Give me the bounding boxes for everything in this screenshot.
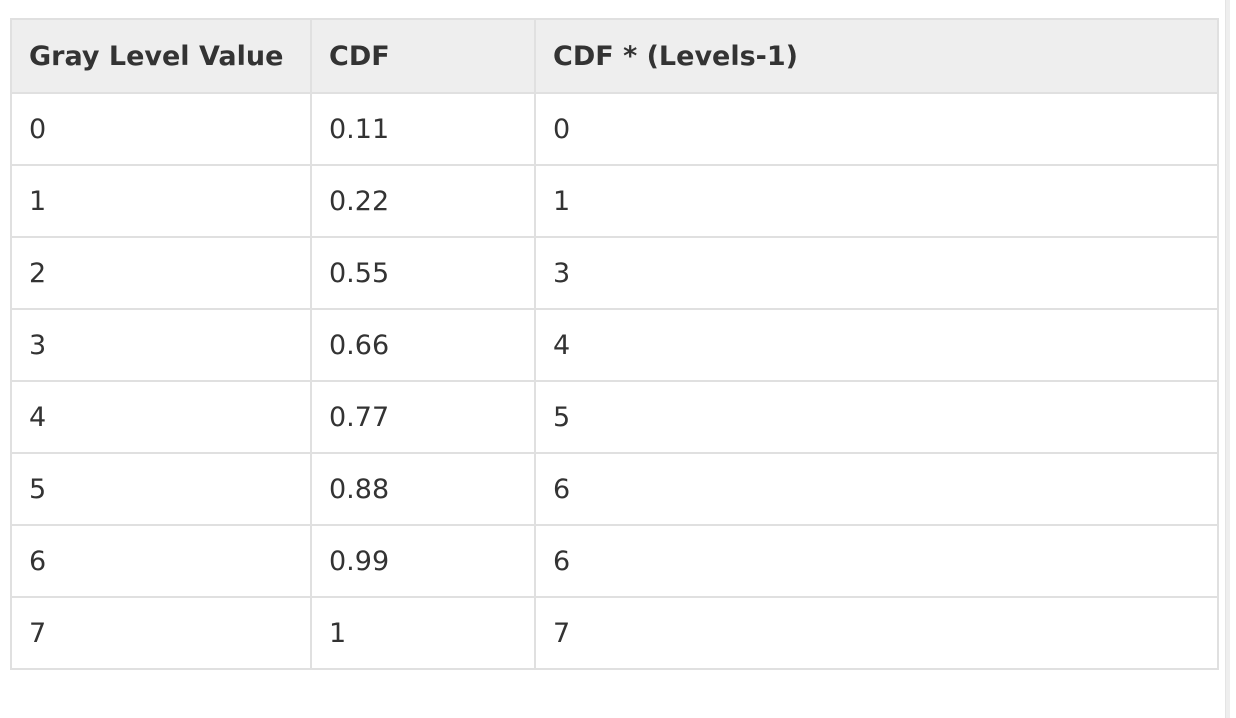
- cell-cdf-scaled: 5: [534, 380, 1219, 454]
- cell-gray-level: 0: [10, 92, 312, 166]
- column-header-cdf: CDF: [310, 18, 536, 94]
- column-header-cdf-scaled: CDF * (Levels-1): [534, 18, 1219, 94]
- cell-cdf: 0.11: [310, 92, 536, 166]
- cell-gray-level: 1: [10, 164, 312, 238]
- cell-cdf-scaled: 4: [534, 308, 1219, 382]
- table-row: 6 0.99 6: [10, 524, 1219, 598]
- cell-cdf-scaled: 6: [534, 452, 1219, 526]
- scrollbar-track: [1225, 0, 1230, 718]
- table-row: 7 1 7: [10, 596, 1219, 670]
- cell-gray-level: 4: [10, 380, 312, 454]
- table-row: 5 0.88 6: [10, 452, 1219, 526]
- table-row: 3 0.66 4: [10, 308, 1219, 382]
- cell-cdf: 0.77: [310, 380, 536, 454]
- cdf-table: Gray Level Value CDF CDF * (Levels-1) 0 …: [10, 18, 1219, 670]
- cell-cdf-scaled: 0: [534, 92, 1219, 166]
- column-header-gray-level: Gray Level Value: [10, 18, 312, 94]
- cell-cdf: 0.22: [310, 164, 536, 238]
- cell-gray-level: 7: [10, 596, 312, 670]
- cell-gray-level: 2: [10, 236, 312, 310]
- cell-gray-level: 6: [10, 524, 312, 598]
- table-header-row: Gray Level Value CDF CDF * (Levels-1): [10, 18, 1219, 94]
- cell-cdf: 1: [310, 596, 536, 670]
- cell-cdf: 0.88: [310, 452, 536, 526]
- cell-cdf-scaled: 6: [534, 524, 1219, 598]
- table-row: 0 0.11 0: [10, 92, 1219, 166]
- cell-gray-level: 3: [10, 308, 312, 382]
- table-row: 4 0.77 5: [10, 380, 1219, 454]
- cell-gray-level: 5: [10, 452, 312, 526]
- table-row: 2 0.55 3: [10, 236, 1219, 310]
- cell-cdf-scaled: 7: [534, 596, 1219, 670]
- table-row: 1 0.22 1: [10, 164, 1219, 238]
- cell-cdf-scaled: 3: [534, 236, 1219, 310]
- cell-cdf: 0.66: [310, 308, 536, 382]
- cell-cdf-scaled: 1: [534, 164, 1219, 238]
- cell-cdf: 0.55: [310, 236, 536, 310]
- cell-cdf: 0.99: [310, 524, 536, 598]
